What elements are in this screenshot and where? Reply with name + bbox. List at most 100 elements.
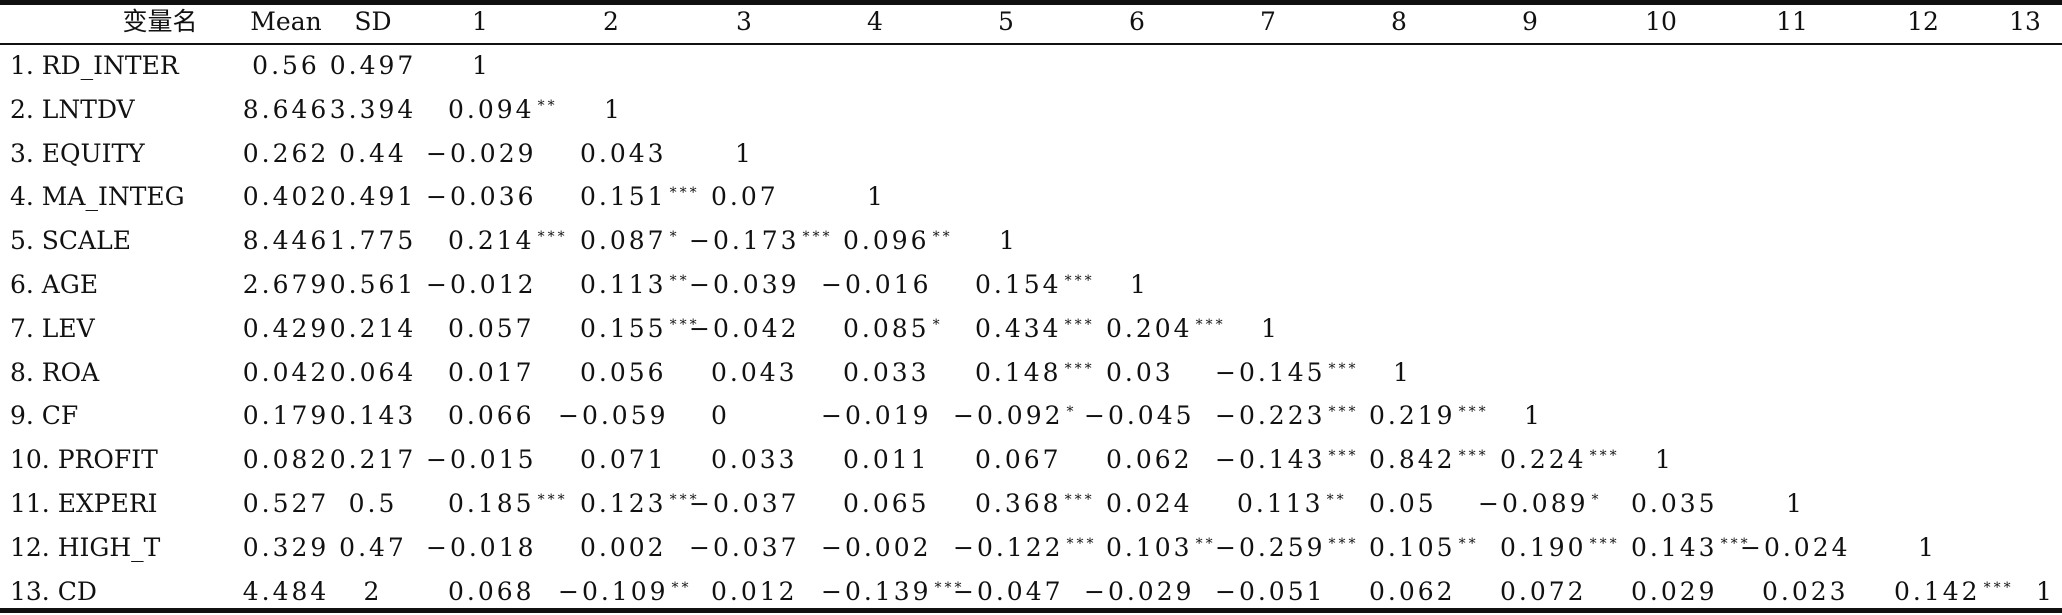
header-col-2: 2 — [603, 7, 619, 36]
correlation-value: 1 — [1655, 445, 1674, 474]
correlation-value: 0.155 — [580, 314, 667, 343]
correlation-cell: 0.368 *** — [975, 489, 1095, 519]
correlation-value: 0.062 — [1106, 445, 1193, 474]
correlation-value: 0.434 — [975, 314, 1062, 343]
header-col-6: 6 — [1129, 7, 1145, 36]
row-sd: 0.44 — [339, 139, 407, 168]
correlation-cell: 0.842 *** — [1369, 445, 1489, 475]
correlation-cell: 0.03 — [1106, 358, 1174, 388]
significance-stars: *** — [1064, 273, 1095, 289]
significance-stars: *** — [669, 185, 700, 201]
correlation-cell: 0.029 — [1631, 577, 1718, 607]
significance-stars: *** — [1589, 536, 1620, 552]
correlation-cell: 0.033 — [711, 445, 798, 475]
header-col-8: 8 — [1391, 7, 1407, 36]
row-mean: 8.446 — [242, 226, 330, 255]
correlation-cell: 0.185 *** — [448, 489, 568, 519]
row-sd: 2 — [363, 577, 383, 606]
correlation-cell: −0.173 *** — [689, 226, 833, 256]
row-variable-name: 3. EQUITY — [10, 139, 145, 168]
significance-stars: * — [669, 229, 680, 245]
row-mean: 0.329 — [242, 533, 330, 562]
significance-stars: * — [1591, 492, 1602, 508]
significance-stars: *** — [1983, 580, 2014, 596]
correlation-cell: 0.219 *** — [1369, 401, 1489, 431]
row-variable-name: 7. LEV — [10, 314, 95, 343]
correlation-cell: 0.068 — [448, 577, 535, 607]
row-variable-name: 4. MA_INTEG — [10, 182, 185, 211]
correlation-cell: 0.087 * — [580, 226, 680, 256]
row-variable-name: 9. CF — [10, 401, 79, 430]
correlation-cell: 0.151 *** — [580, 182, 700, 212]
row-sd: 0.497 — [329, 51, 417, 80]
correlation-value: −0.223 — [1215, 401, 1326, 430]
significance-stars: *** — [1328, 448, 1359, 464]
significance-stars: ** — [537, 98, 558, 114]
significance-stars: ** — [1326, 492, 1347, 508]
header-col-9: 9 — [1522, 7, 1538, 36]
significance-stars: *** — [537, 492, 568, 508]
significance-stars: *** — [1195, 317, 1226, 333]
correlation-cell: 0.113 ** — [1237, 489, 1347, 519]
correlation-cell: 0.024 — [1106, 489, 1193, 519]
header-col-3: 3 — [736, 7, 752, 36]
correlation-cell: 0.002 — [580, 533, 667, 563]
table-bottom-rule — [0, 608, 2062, 613]
correlation-cell: 1 — [1655, 445, 1674, 475]
correlation-value: −0.109 — [558, 577, 669, 606]
row-variable-name: 13. CD — [10, 577, 97, 606]
correlation-cell: 0.023 — [1762, 577, 1849, 607]
table-top-rule — [0, 0, 2062, 5]
correlation-cell: −0.024 — [1740, 533, 1851, 563]
correlation-cell: −0.047 — [953, 577, 1064, 607]
correlation-value: 0.142 — [1894, 577, 1981, 606]
correlation-cell: −0.029 — [1084, 577, 1195, 607]
row-sd: 0.064 — [329, 358, 417, 387]
correlation-value: −0.019 — [821, 401, 932, 430]
correlation-cell: 0.085 * — [843, 314, 943, 344]
row-mean: 0.262 — [242, 139, 330, 168]
significance-stars: *** — [1328, 361, 1359, 377]
header-col-4: 4 — [867, 7, 883, 36]
correlation-cell: 0.434 *** — [975, 314, 1095, 344]
correlation-value: −0.047 — [953, 577, 1064, 606]
row-variable-name: 8. ROA — [10, 358, 100, 387]
correlation-value: 0.143 — [1631, 533, 1718, 562]
row-variable-name: 12. HIGH_T — [10, 533, 161, 562]
header-col-1: 1 — [472, 7, 488, 36]
correlation-cell: −0.037 — [689, 533, 800, 563]
correlation-cell: −0.089 * — [1478, 489, 1602, 519]
correlation-value: 0.072 — [1500, 577, 1587, 606]
row-sd: 1.775 — [329, 226, 417, 255]
row-sd: 0.143 — [329, 401, 417, 430]
row-sd: 0.217 — [329, 445, 417, 474]
correlation-cell: 0.154 *** — [975, 270, 1095, 300]
correlation-value: 0.096 — [843, 226, 930, 255]
correlation-cell: 0.043 — [580, 139, 667, 169]
correlation-value: 0.219 — [1369, 401, 1456, 430]
correlation-value: 0.033 — [711, 445, 798, 474]
significance-stars: *** — [1064, 492, 1095, 508]
header-col-5: 5 — [998, 7, 1014, 36]
correlation-cell: 0.011 — [843, 445, 930, 475]
correlation-value: 0.148 — [975, 358, 1062, 387]
correlation-cell: −0.002 — [821, 533, 932, 563]
correlation-cell: 0.062 — [1106, 445, 1193, 475]
correlation-cell: 0.094 ** — [448, 95, 558, 125]
correlation-cell: 0.017 — [448, 358, 535, 388]
correlation-cell: −0.042 — [689, 314, 800, 344]
correlation-value: 0.368 — [975, 489, 1062, 518]
correlation-cell: −0.012 — [426, 270, 537, 300]
significance-stars: *** — [669, 317, 700, 333]
correlation-value: 0.011 — [843, 445, 930, 474]
correlation-value: 0.023 — [1762, 577, 1849, 606]
correlation-cell: 0.067 — [975, 445, 1062, 475]
significance-stars: *** — [934, 580, 965, 596]
correlation-cell: 1 — [1261, 314, 1280, 344]
row-mean: 0.429 — [242, 314, 330, 343]
correlation-cell: 1 — [1786, 489, 1805, 519]
correlation-value: −0.039 — [689, 270, 800, 299]
correlation-value: −0.037 — [689, 533, 800, 562]
significance-stars: *** — [1064, 361, 1095, 377]
correlation-value: −0.018 — [426, 533, 537, 562]
